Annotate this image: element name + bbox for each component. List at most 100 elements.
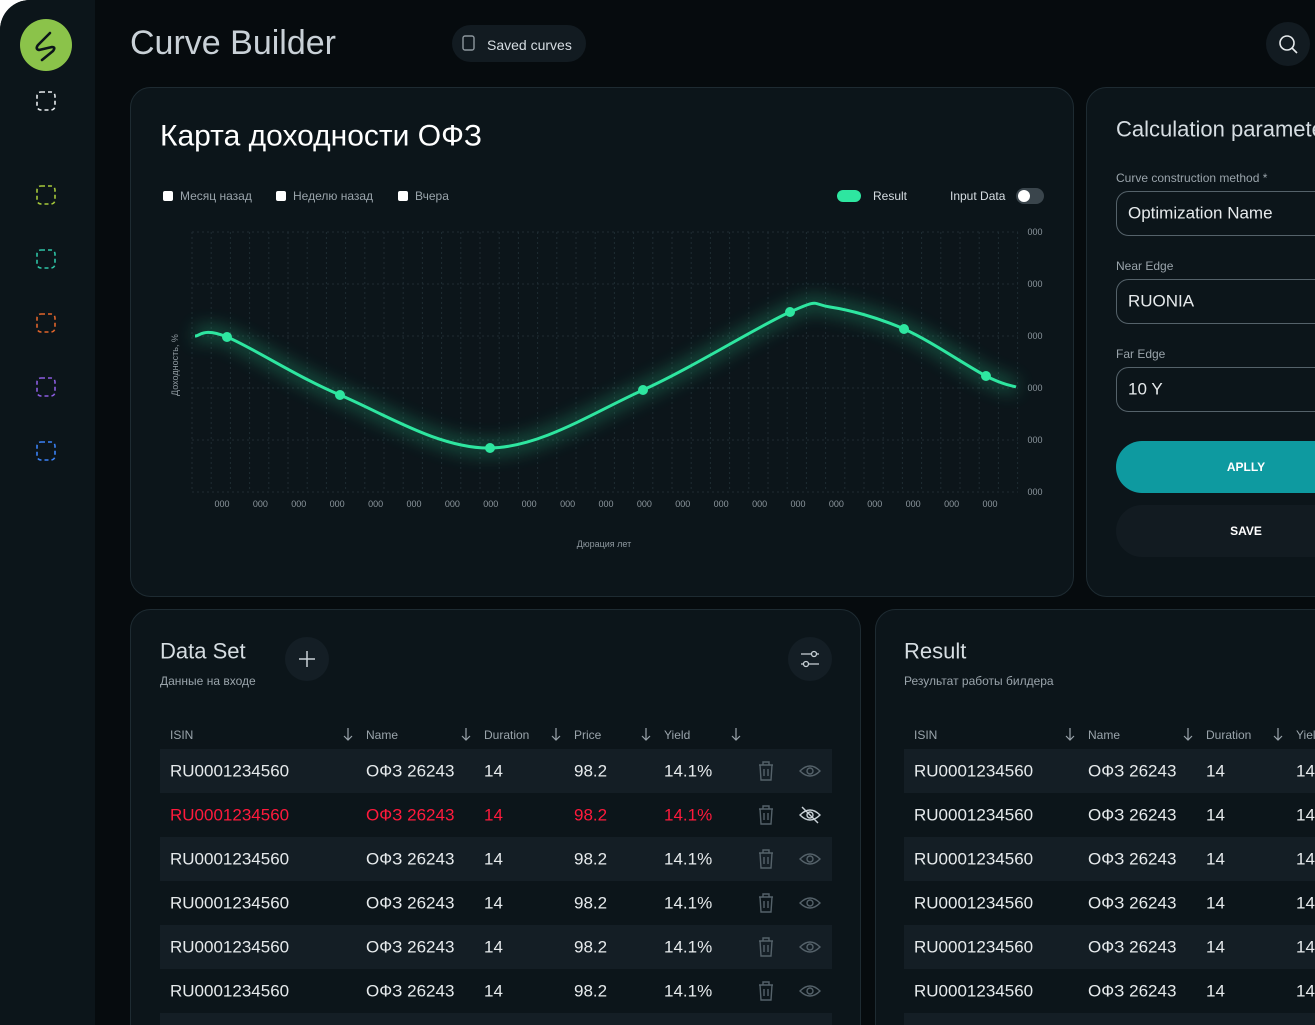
delete-icon[interactable] [759, 761, 773, 781]
table-cell: 98.2 [574, 762, 607, 781]
delete-icon[interactable] [759, 981, 773, 1001]
row-background [904, 925, 1315, 969]
sort-arrow[interactable] [1273, 728, 1283, 741]
data-set-table: Data Set Данные на входе ISIN Name Duration P… [160, 637, 832, 1025]
apply-label: APLLY [1227, 460, 1265, 474]
filter-button[interactable] [788, 637, 832, 681]
curve-point[interactable] [638, 385, 648, 395]
filter-label: Неделю назад [293, 189, 373, 203]
sort-arrow[interactable] [461, 728, 471, 741]
result-toggle[interactable] [837, 190, 861, 202]
x-tick-label: 000 [330, 499, 345, 509]
nav-icon[interactable] [36, 185, 56, 205]
filter-checkbox[interactable] [398, 191, 408, 201]
curve-point[interactable] [485, 443, 495, 453]
row-background [904, 837, 1315, 881]
table-cell: RU0001234560 [170, 894, 289, 913]
nav-icon[interactable] [36, 377, 56, 397]
row-background [904, 749, 1315, 793]
visibility-icon[interactable] [799, 853, 821, 865]
y-tick-label: 000 [1027, 331, 1042, 341]
table-cell: 14.1% [1296, 762, 1315, 781]
nav-icon[interactable] [36, 249, 56, 269]
bookmark-icon [462, 35, 475, 51]
logo[interactable] [20, 19, 72, 71]
filter-checkbox[interactable] [163, 191, 173, 201]
delete-icon[interactable] [759, 849, 773, 869]
field-value: 10 Y [1128, 380, 1163, 399]
delete-icon[interactable] [759, 893, 773, 913]
visibility-icon[interactable] [799, 765, 821, 777]
curve-point[interactable] [785, 307, 795, 317]
sort-arrow[interactable] [343, 728, 353, 741]
visibility-icon[interactable] [799, 985, 821, 997]
save-label: SAVE [1230, 524, 1262, 538]
table-cell: ОФЗ 26243 [1088, 982, 1176, 1001]
data-set-panel [130, 609, 861, 1025]
sidebar [0, 0, 95, 1025]
table-cell: 14.1% [1296, 938, 1315, 957]
table-cell: 14.1% [664, 762, 712, 781]
nav-icon[interactable] [36, 91, 56, 111]
sort-arrow[interactable] [641, 728, 651, 741]
field-label: Near Edge [1116, 259, 1174, 273]
visibility-icon[interactable] [799, 897, 821, 909]
x-tick-label: 000 [560, 499, 575, 509]
table-cell: RU0001234560 [170, 982, 289, 1001]
x-tick-label: 000 [867, 499, 882, 509]
sort-arrow[interactable] [551, 728, 561, 741]
column-header: Name [366, 728, 398, 742]
table-cell: 14 [484, 894, 503, 913]
table-cell: ОФЗ 26243 [1088, 938, 1176, 957]
field-input[interactable] [1116, 279, 1315, 324]
table-cell: RU0001234560 [914, 938, 1033, 957]
filter-checkbox[interactable] [276, 191, 286, 201]
delete-icon[interactable] [759, 805, 773, 825]
table-cell: RU0001234560 [170, 762, 289, 781]
search-icon [1291, 47, 1298, 54]
table-cell: 14 [484, 762, 503, 781]
row-background [160, 837, 832, 881]
curve-point[interactable] [335, 390, 345, 400]
x-tick-label: 000 [368, 499, 383, 509]
x-tick-label: 000 [829, 499, 844, 509]
x-axis-label: Дюрация лет [577, 539, 632, 549]
search-button[interactable] [1266, 22, 1310, 66]
search-icon [1279, 35, 1295, 51]
table-subtitle: Результат работы билдера [904, 674, 1054, 688]
x-tick-label: 000 [752, 499, 767, 509]
table-cell: ОФЗ 26243 [366, 806, 454, 825]
sort-arrow[interactable] [1183, 728, 1193, 741]
save-button[interactable] [1116, 505, 1315, 557]
visibility-icon[interactable] [799, 941, 821, 953]
sort-arrow[interactable] [1065, 728, 1075, 741]
delete-icon[interactable] [759, 937, 773, 957]
x-tick-label: 000 [253, 499, 268, 509]
curve-point[interactable] [899, 324, 909, 334]
visibility-icon-pupil [806, 987, 814, 995]
table-cell: ОФЗ 26243 [366, 938, 454, 957]
x-tick-label: 000 [944, 499, 959, 509]
row-background [160, 1013, 832, 1025]
curve-point[interactable] [222, 332, 232, 342]
x-tick-label: 000 [522, 499, 537, 509]
table-cell: 14.1% [664, 806, 712, 825]
table-cell: RU0001234560 [914, 762, 1033, 781]
visibility-icon-pupil [806, 943, 814, 951]
filter-icon-knob [810, 650, 818, 658]
field-input[interactable] [1116, 367, 1315, 412]
y-tick-label: 000 [1027, 383, 1042, 393]
nav-icon[interactable] [36, 313, 56, 333]
nav-icon[interactable] [36, 441, 56, 461]
field-input[interactable] [1116, 191, 1315, 236]
column-header: ISIN [170, 728, 193, 742]
chart-title: Карта доходности ОФЗ [160, 120, 482, 153]
sort-arrow[interactable] [731, 728, 741, 741]
curve-point[interactable] [981, 371, 991, 381]
table-cell: 98.2 [574, 850, 607, 869]
saved-curves-button[interactable] [452, 25, 586, 62]
table-cell: 14 [1206, 762, 1225, 781]
column-header: Yield [664, 728, 690, 742]
logo-mark [35, 31, 56, 62]
apply-button[interactable] [1116, 441, 1315, 493]
